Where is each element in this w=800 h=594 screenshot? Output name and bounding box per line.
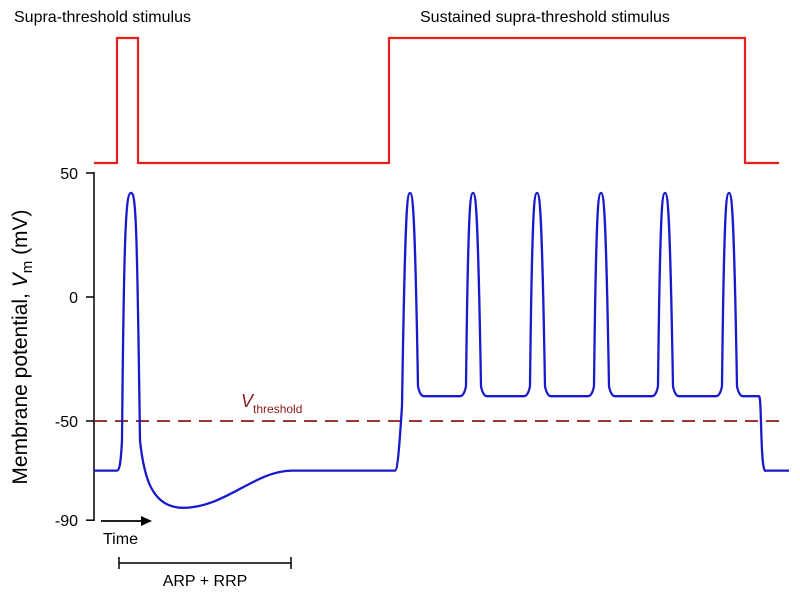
time-arrow — [101, 516, 152, 526]
refractory-label: ARP + RRP — [163, 573, 248, 590]
stimulus-left-label: Supra-threshold stimulus — [14, 9, 191, 26]
y-tick-label: 0 — [69, 290, 78, 307]
stimulus-right-label: Sustained supra-threshold stimulus — [420, 9, 670, 26]
y-tick-label: 50 — [60, 166, 78, 183]
refractory-bracket — [118, 557, 292, 569]
stimulus-trace — [94, 36, 779, 165]
membrane-potential-trace — [94, 191, 789, 509]
y-ticks: 50 0 -50 -90 — [55, 166, 94, 530]
y-tick-label: -90 — [55, 513, 78, 530]
y-tick-label: -50 — [55, 414, 78, 431]
time-label: Time — [103, 531, 138, 548]
y-axis-title: Membrane potential, Vm (mV) — [9, 209, 36, 484]
threshold-label: Vthreshold — [241, 391, 302, 416]
